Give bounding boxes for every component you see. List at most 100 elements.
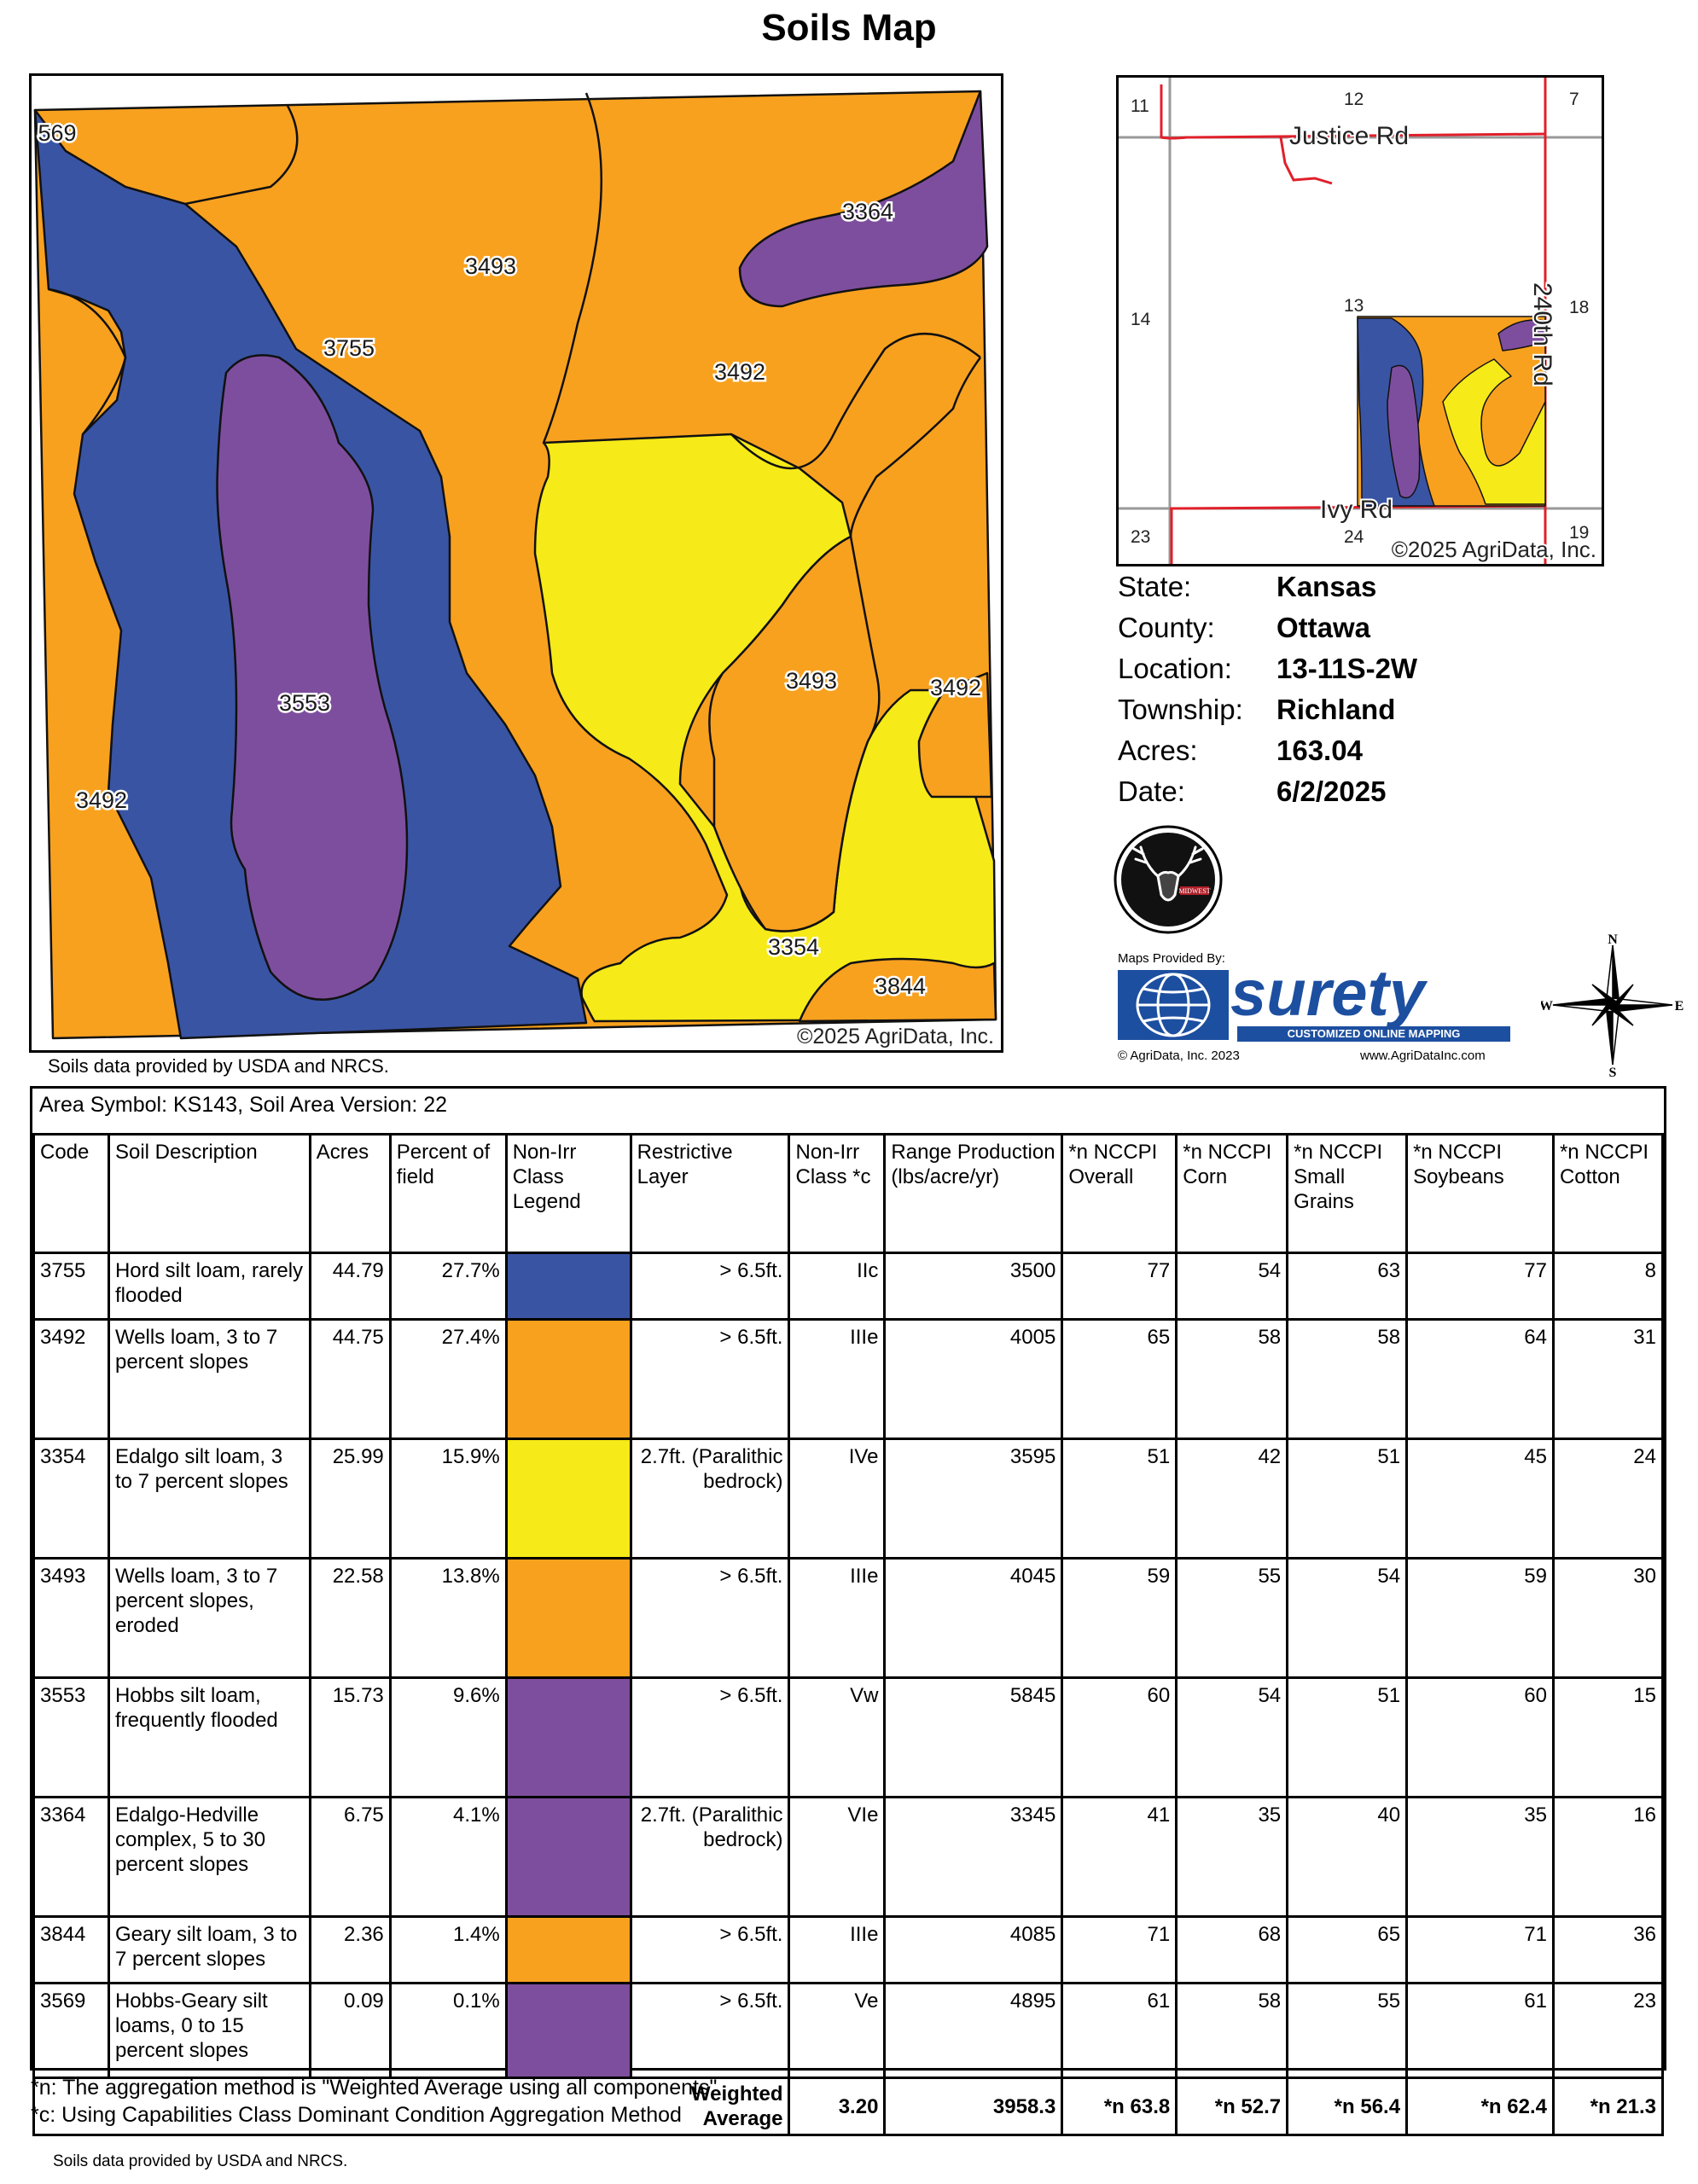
- cell-description: Edalgo-Hedville complex, 5 to 30 percent…: [107, 1796, 311, 1918]
- cell-nccpi-cotton: 16: [1551, 1796, 1665, 1918]
- info-value: Ottawa: [1276, 612, 1371, 643]
- section-number: 7: [1569, 90, 1579, 109]
- cell-code: 3844: [32, 1915, 110, 1984]
- surety-copyright: © AgriData, Inc. 2023: [1118, 1048, 1240, 1063]
- cell-nccpi-cotton: 36: [1551, 1915, 1665, 1984]
- cell-nccpi-soybeans: 61: [1405, 1982, 1555, 2079]
- map-copyright: ©2025 AgriData, Inc.: [797, 1025, 994, 1048]
- table-row: 3354 Edalgo silt loam, 3 to 7 percent slo…: [32, 1438, 1665, 1560]
- cell-nccpi-corn: 58: [1175, 1982, 1289, 2079]
- cell-code: 3569: [32, 1982, 110, 2079]
- cell-nccpi-cotton: 15: [1551, 1676, 1665, 1798]
- soil-table: Code Soil Description Acres Percent of f…: [32, 1133, 1665, 2136]
- soils-data-note-bottom: Soils data provided by USDA and NRCS.: [53, 2152, 348, 2170]
- weighted-grains: *n 56.4: [1286, 2077, 1409, 2136]
- weighted-corn: *n 52.7: [1175, 2077, 1289, 2136]
- cell-acres: 44.79: [308, 1252, 392, 1321]
- cell-description: Wells loam, 3 to 7 percent slopes: [107, 1318, 311, 1440]
- cell-nccpi-small-grains: 51: [1286, 1438, 1409, 1560]
- section-number: 12: [1344, 90, 1364, 109]
- cell-acres: 22.58: [308, 1557, 392, 1679]
- cell-nccpi-corn: 68: [1175, 1915, 1289, 1984]
- cell-acres: 25.99: [308, 1438, 392, 1560]
- table-row: 3844 Geary silt loam, 3 to 7 percent slop…: [32, 1915, 1665, 1984]
- map-label: 3844: [875, 973, 926, 999]
- col-header: *n NCCPI Soybeans: [1405, 1133, 1555, 1254]
- info-row-county: County: Ottawa: [1118, 607, 1417, 648]
- cell-restrictive-layer: > 6.5ft.: [629, 1915, 791, 1984]
- cell-code: 3354: [32, 1438, 110, 1560]
- compass-rose-icon: N S E W: [1541, 933, 1684, 1077]
- road-label-ivy: Ivy Rd: [1320, 496, 1393, 524]
- compass-e: E: [1675, 999, 1684, 1014]
- col-header: Range Production (lbs/acre/yr): [883, 1133, 1064, 1254]
- soils-data-note: Soils data provided by USDA and NRCS.: [48, 1055, 389, 1077]
- info-value: 13-11S-2W: [1276, 653, 1418, 684]
- cell-nccpi-overall: 61: [1061, 1982, 1178, 2079]
- map-label: 3755: [323, 335, 375, 361]
- weighted-soybeans: *n 62.4: [1405, 2077, 1555, 2136]
- cell-nccpi-corn: 42: [1175, 1438, 1289, 1560]
- col-header: *n NCCPI Small Grains: [1286, 1133, 1409, 1254]
- soil-polygon-3364: [738, 90, 989, 308]
- weighted-average-row: Weighted Average 3.20 3958.3 *n 63.8 *n …: [32, 2077, 1665, 2136]
- cell-nccpi-overall: 59: [1061, 1557, 1178, 1679]
- cell-class: IIIe: [788, 1318, 887, 1440]
- cell-range-production: 3500: [883, 1252, 1064, 1321]
- page-title: Soils Map: [761, 7, 937, 49]
- cell-code: 3493: [32, 1557, 110, 1679]
- col-header: Soil Description: [107, 1133, 311, 1254]
- cell-nccpi-soybeans: 77: [1405, 1252, 1555, 1321]
- cell-nccpi-overall: 41: [1061, 1796, 1178, 1918]
- maps-provided-by: Maps Provided By:: [1118, 951, 1225, 966]
- section-number: 19: [1569, 523, 1589, 543]
- cell-nccpi-overall: 65: [1061, 1318, 1178, 1440]
- table-row: 3755 Hord silt loam, rarely flooded 44.79 2…: [32, 1252, 1665, 1321]
- cell-class: IIc: [788, 1252, 887, 1321]
- cell-empty: [390, 2077, 507, 2136]
- cell-description: Wells loam, 3 to 7 percent slopes, erode…: [107, 1557, 311, 1679]
- cell-class: IIIe: [788, 1915, 887, 1984]
- locator-copyright: ©2025 AgriData, Inc.: [1392, 537, 1596, 562]
- cell-nccpi-cotton: 24: [1551, 1438, 1665, 1560]
- weighted-overall: *n 63.8: [1061, 2077, 1178, 2136]
- cell-nccpi-small-grains: 65: [1286, 1915, 1409, 1984]
- cell-restrictive-layer: > 6.5ft.: [629, 1318, 791, 1440]
- cell-nccpi-cotton: 30: [1551, 1557, 1665, 1679]
- soils-map[interactable]: 569 3493 3755 3364 3492 3553 3493 3492 3…: [29, 73, 1003, 1053]
- section-number: 13: [1344, 296, 1364, 316]
- cell-nccpi-soybeans: 60: [1405, 1676, 1555, 1798]
- map-label: 3364: [842, 199, 893, 224]
- table-row: 3553 Hobbs silt loam, frequently flooded 1…: [32, 1676, 1665, 1798]
- soil-polygon-3553: [216, 354, 409, 1001]
- section-number: 18: [1569, 298, 1589, 317]
- cell-nccpi-corn: 54: [1175, 1676, 1289, 1798]
- section-number: 24: [1344, 527, 1364, 547]
- section-number: 23: [1131, 527, 1150, 547]
- cell-percent: 9.6%: [388, 1676, 508, 1798]
- area-symbol: Area Symbol: KS143, Soil Area Version: 2…: [39, 1093, 448, 1117]
- map-label: 3492: [714, 359, 765, 385]
- cell-class-legend: [504, 1796, 632, 1918]
- cell-acres: 15.73: [308, 1676, 392, 1798]
- col-header: Non-Irr Class *c: [788, 1133, 887, 1254]
- weighted-class: 3.20: [788, 2077, 887, 2136]
- map-label: 3354: [768, 934, 819, 960]
- cell-nccpi-small-grains: 54: [1286, 1557, 1409, 1679]
- info-label: Date:: [1118, 775, 1185, 807]
- info-row-township: Township: Richland: [1118, 689, 1417, 730]
- cell-nccpi-soybeans: 71: [1405, 1915, 1555, 1984]
- col-header: *n NCCPI Corn: [1175, 1133, 1289, 1254]
- cell-class: Vw: [788, 1676, 887, 1798]
- col-header: *n NCCPI Overall: [1061, 1133, 1178, 1254]
- cell-description: Hobbs-Geary silt loams, 0 to 15 percent …: [107, 1982, 311, 2079]
- cell-nccpi-cotton: 31: [1551, 1318, 1665, 1440]
- cell-nccpi-corn: 55: [1175, 1557, 1289, 1679]
- cell-nccpi-small-grains: 58: [1286, 1318, 1409, 1440]
- cell-nccpi-soybeans: 35: [1405, 1796, 1555, 1918]
- cell-range-production: 3345: [883, 1796, 1064, 1918]
- locator-map[interactable]: 11 12 7 14 13 18 23 24 19 Justice Rd 240…: [1116, 75, 1604, 566]
- cell-class: Ve: [788, 1982, 887, 2079]
- cell-percent: 0.1%: [388, 1982, 508, 2079]
- cell-class-legend: [504, 1915, 632, 1984]
